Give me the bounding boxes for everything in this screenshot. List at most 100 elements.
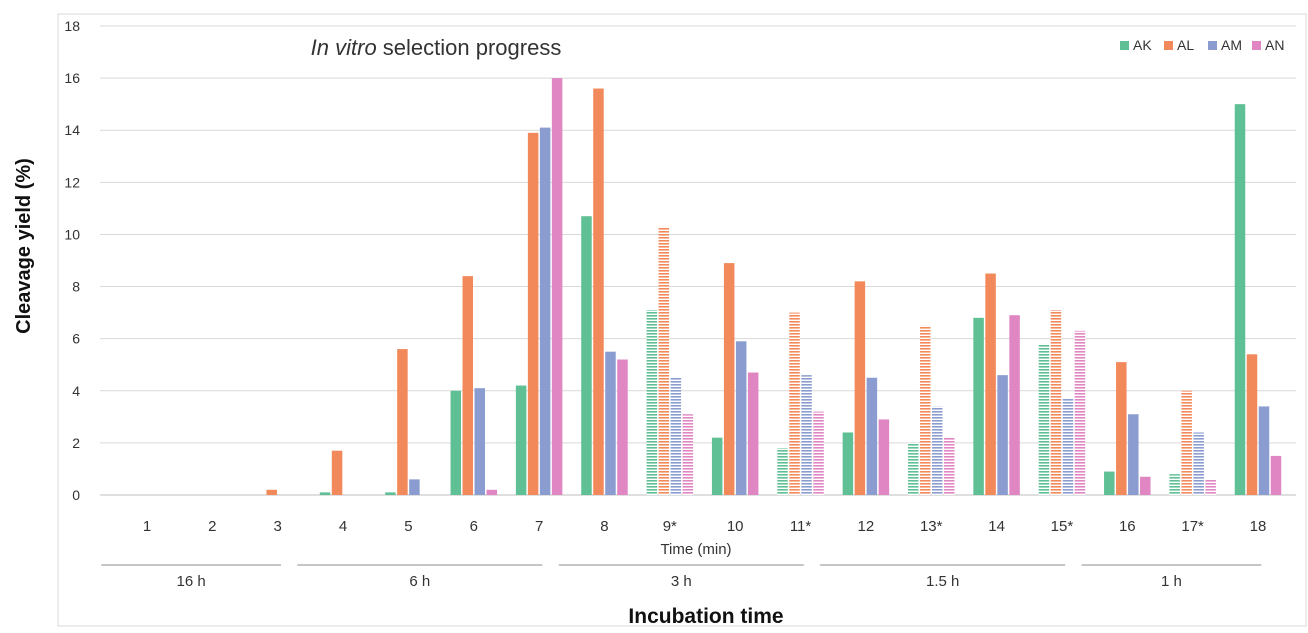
bar-am-15star [1062, 398, 1074, 495]
legend-swatch-am [1208, 41, 1217, 50]
x-axis-ticks: 1 2 3 4 5 6 7 8 9* 10 11* 12 13* 14 15* 16 17* 18 [143, 518, 1267, 535]
y-tick-label: 16 [64, 70, 80, 86]
incubation-group-label: 1.5 h [926, 573, 959, 590]
chart-title: In vitro selection progress [311, 35, 562, 60]
x-tick-label: 16 [1119, 518, 1136, 535]
y-tick-label: 14 [64, 122, 80, 138]
y-tick-label: 4 [72, 383, 80, 399]
bar-am-10 [735, 341, 747, 495]
legend-label-ak: AK [1133, 37, 1152, 53]
incubation-group-label: 1 h [1161, 573, 1182, 590]
x-tick-label: 6 [470, 518, 478, 535]
legend-label-am: AM [1221, 37, 1242, 53]
bar-am-12 [866, 377, 878, 495]
x-tick-label: 11* [790, 518, 812, 535]
bar-an-7 [551, 78, 563, 495]
y-tick-label: 18 [64, 18, 80, 34]
x-tick-label: 13* [920, 518, 943, 535]
bar-an-6 [486, 489, 498, 495]
y-axis-label: Cleavage yield (%) [13, 158, 35, 334]
y-tick-label: 2 [72, 435, 80, 451]
legend-label-an: AN [1265, 37, 1284, 53]
bar-am-14 [997, 375, 1008, 495]
bar-ak-5 [385, 492, 396, 495]
group-axis-label: Incubation time [628, 605, 783, 628]
bar-al-3 [266, 489, 277, 495]
bar-am-7 [539, 127, 551, 495]
bar-al-18 [1246, 354, 1258, 495]
x-tick-label: 8 [600, 518, 608, 535]
chart-title-italic: In vitro [311, 35, 377, 60]
x-tick-label: 12 [858, 518, 875, 535]
legend-swatch-an [1252, 41, 1261, 50]
y-tick-label: 8 [72, 279, 80, 295]
x-tick-label: 5 [404, 518, 412, 535]
legend-swatch-ak [1120, 41, 1129, 50]
x-tick-label: 14 [988, 518, 1005, 535]
bar-al-6 [462, 276, 474, 495]
bar-al-9star [658, 226, 670, 495]
x-tick-label: 18 [1250, 518, 1267, 535]
bar-al-7 [527, 132, 539, 496]
bar-an-10 [747, 372, 759, 495]
bar-am-9star [670, 377, 682, 495]
bar-an-8 [617, 359, 628, 495]
bar-al-5 [397, 349, 408, 495]
x-tick-label: 4 [339, 518, 347, 535]
incubation-group-label: 16 h [177, 573, 206, 590]
x-tick-label: 10 [727, 518, 744, 535]
y-tick-label: 12 [64, 174, 80, 190]
x-axis-label: Time (min) [660, 541, 731, 558]
bar-ak-7 [515, 385, 527, 495]
incubation-group-label: 3 h [671, 573, 692, 590]
bar-ak-9star [646, 310, 658, 495]
bar-al-10 [723, 263, 735, 495]
bar-al-14 [985, 273, 996, 495]
bar-am-8 [605, 351, 616, 495]
bar-ak-8 [581, 216, 592, 495]
y-tick-label: 6 [72, 331, 80, 347]
chart-title-rest: selection progress [377, 35, 562, 60]
incubation-groups: 16 h 6 h 3 h 1.5 h 1 h [101, 564, 1262, 590]
bar-am-13star [931, 406, 943, 495]
bar-an-17star [1205, 479, 1216, 495]
bar-al-16 [1116, 362, 1127, 495]
x-tick-label: 15* [1051, 518, 1074, 535]
plot-area-border [57, 13, 1307, 627]
bars [266, 78, 1282, 496]
incubation-group-label: 6 h [409, 573, 430, 590]
bar-an-16 [1140, 476, 1151, 495]
bar-ak-17star [1169, 474, 1180, 495]
bar-ak-16 [1104, 471, 1115, 495]
legend-swatch-al [1164, 41, 1173, 50]
bar-ak-13star [907, 442, 919, 495]
bar-ak-11star [777, 448, 788, 495]
x-tick-label: 3 [274, 518, 282, 535]
bar-an-9star [682, 414, 694, 495]
bar-an-15star [1074, 330, 1086, 495]
bar-am-18 [1258, 406, 1270, 495]
x-tick-label: 17* [1181, 518, 1204, 535]
bar-am-17star [1193, 432, 1204, 495]
bar-an-11star [813, 411, 824, 495]
y-tick-label: 0 [72, 487, 80, 503]
bar-al-11star [789, 312, 800, 495]
bar-al-13star [919, 325, 931, 495]
bar-ak-12 [842, 432, 854, 495]
bar-ak-10 [711, 437, 723, 495]
bar-am-11star [801, 375, 812, 495]
y-tick-label: 10 [64, 226, 80, 242]
bar-ak-6 [450, 390, 462, 495]
bar-al-15star [1050, 310, 1062, 495]
x-tick-label: 7 [535, 518, 543, 535]
legend-label-al: AL [1177, 37, 1194, 53]
bar-ak-4 [319, 492, 331, 495]
bar-ak-18 [1234, 104, 1246, 496]
bar-an-18 [1270, 455, 1282, 495]
bar-ak-15star [1038, 343, 1050, 495]
legend: AK AL AM AN [1120, 37, 1284, 53]
bar-al-12 [854, 281, 866, 495]
bar-al-8 [593, 88, 604, 496]
